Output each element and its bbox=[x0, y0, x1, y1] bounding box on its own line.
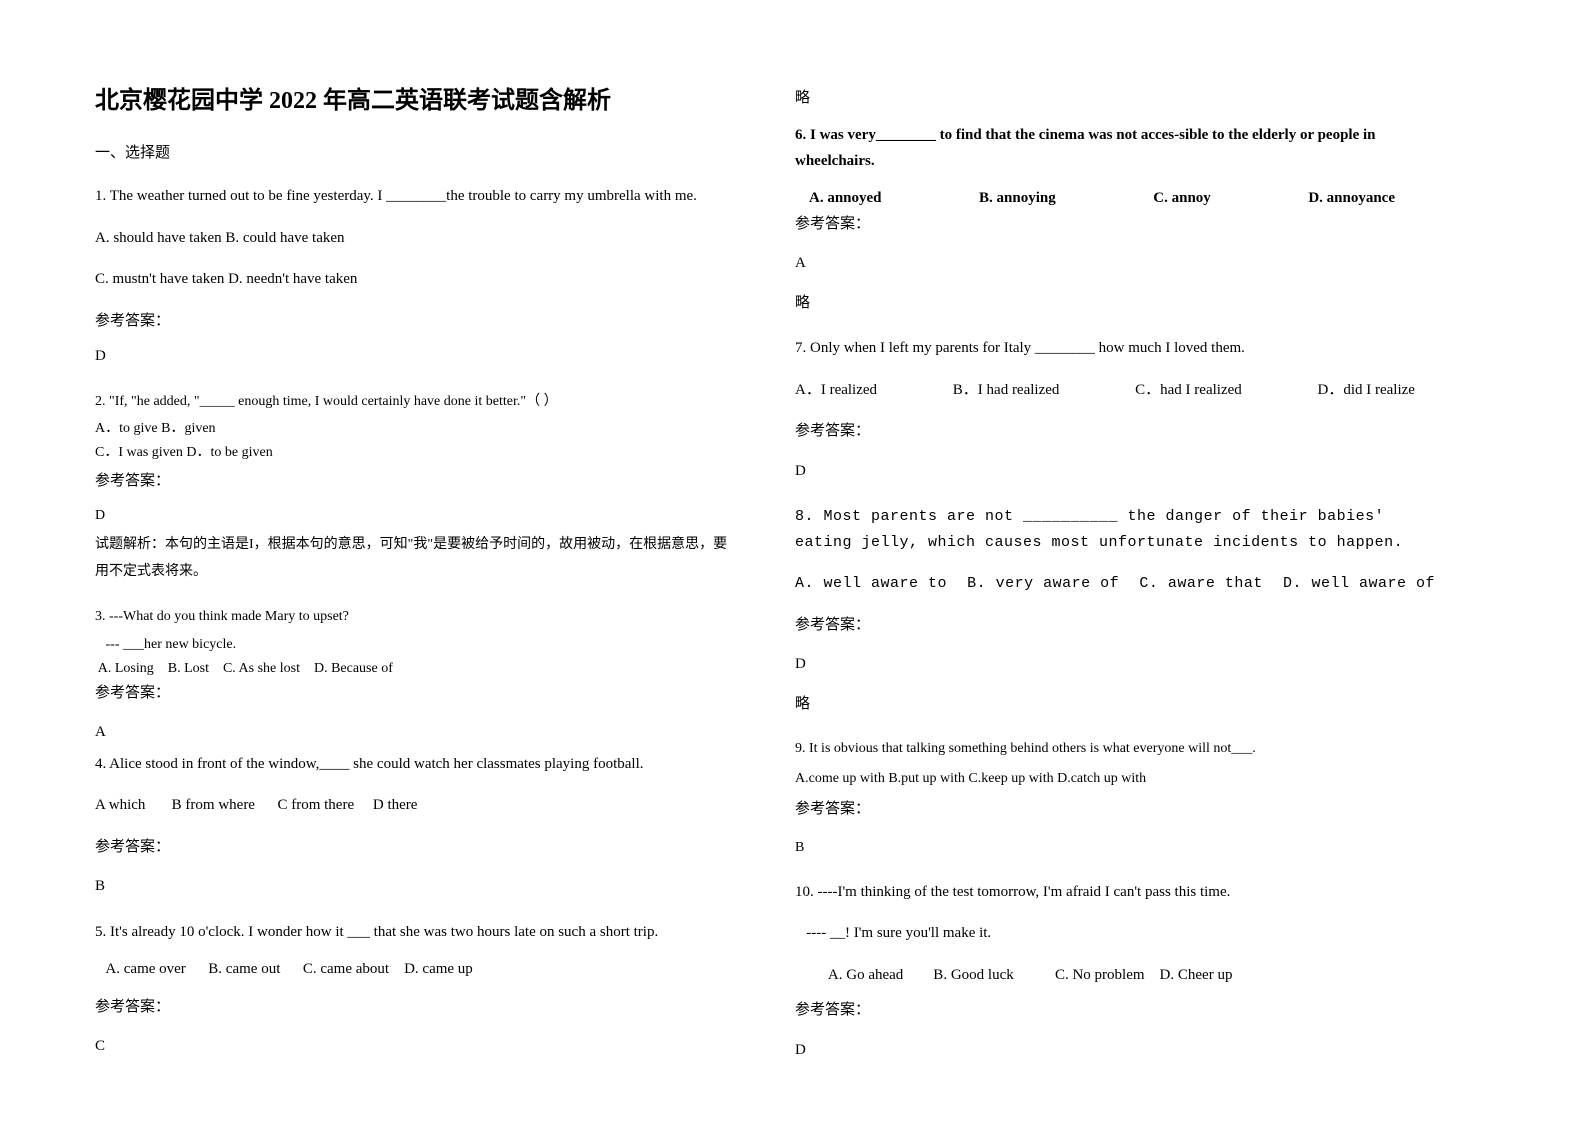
lue-text: 略 bbox=[795, 86, 1435, 107]
answer-label: 参考答案： bbox=[795, 212, 1435, 238]
question-7: 7. Only when I left my parents for Italy… bbox=[795, 336, 1435, 484]
answer-label: 参考答案： bbox=[95, 835, 735, 861]
question-options-line1: A. should have taken B. could have taken bbox=[95, 226, 735, 252]
answer-value: B bbox=[95, 874, 735, 900]
answer-value: D bbox=[795, 652, 1435, 678]
answer-value: D bbox=[795, 1038, 1435, 1064]
question-1: 1. The weather turned out to be fine yes… bbox=[95, 184, 735, 370]
question-options: A. Go ahead B. Good luck C. No problem D… bbox=[795, 963, 1435, 989]
lue-text: 略 bbox=[795, 291, 1435, 317]
answer-label: 参考答案： bbox=[795, 613, 1435, 639]
option-b: B. annoying bbox=[979, 186, 1056, 212]
section-heading: 一、选择题 bbox=[95, 141, 735, 162]
answer-label: 参考答案： bbox=[95, 995, 735, 1021]
left-column: 北京樱花园中学 2022 年高二英语联考试题含解析 一、选择题 1. The w… bbox=[95, 80, 735, 1083]
question-10: 10. ----I'm thinking of the test tomorro… bbox=[795, 880, 1435, 1064]
option-c: C．had I realized bbox=[1135, 378, 1242, 404]
question-text: 2. "If, "he added, "_____ enough time, I… bbox=[95, 390, 735, 414]
answer-value: A bbox=[795, 251, 1435, 277]
question-options: A. Losing B. Lost C. As she lost D. Beca… bbox=[95, 657, 735, 681]
page-title: 北京樱花园中学 2022 年高二英语联考试题含解析 bbox=[95, 80, 735, 115]
answer-label: 参考答案： bbox=[795, 998, 1435, 1024]
question-5: 5. It's already 10 o'clock. I wonder how… bbox=[95, 920, 735, 1060]
question-6: 6. I was very________ to find that the c… bbox=[795, 123, 1435, 316]
question-4: 4. Alice stood in front of the window,__… bbox=[95, 752, 735, 900]
question-options: A. well aware to B. very aware of C. awa… bbox=[795, 571, 1435, 597]
answer-value: A bbox=[95, 720, 735, 746]
answer-label: 参考答案： bbox=[95, 309, 735, 335]
question-2: 2. "If, "he added, "_____ enough time, I… bbox=[95, 390, 735, 586]
question-options: A．I realized B．I had realized C．had I re… bbox=[795, 378, 1435, 404]
question-options: A. annoyed B. annoying C. annoy D. annoy… bbox=[795, 186, 1435, 212]
option-a: A．I realized bbox=[795, 378, 877, 404]
answer-label: 参考答案： bbox=[795, 797, 1435, 823]
answer-label: 参考答案： bbox=[95, 469, 735, 495]
answer-value: C bbox=[95, 1034, 735, 1060]
question-9: 9. It is obvious that talking something … bbox=[795, 737, 1435, 860]
option-b: B. very aware of bbox=[967, 571, 1119, 597]
question-text: 6. I was very________ to find that the c… bbox=[795, 123, 1435, 174]
question-text: 5. It's already 10 o'clock. I wonder how… bbox=[95, 920, 735, 946]
question-text-line2: ---- __! I'm sure you'll make it. bbox=[795, 921, 1435, 947]
answer-value: B bbox=[795, 836, 1435, 860]
option-b: B．I had realized bbox=[953, 378, 1060, 404]
answer-label: 参考答案： bbox=[95, 681, 735, 707]
right-column: 略 6. I was very________ to find that the… bbox=[795, 80, 1435, 1083]
option-c: C. aware that bbox=[1139, 571, 1263, 597]
answer-label: 参考答案： bbox=[795, 419, 1435, 445]
lue-text: 略 bbox=[795, 692, 1435, 718]
question-text: 10. ----I'm thinking of the test tomorro… bbox=[795, 880, 1435, 906]
question-options: A.come up with B.put up with C.keep up w… bbox=[795, 767, 1435, 791]
question-text: 9. It is obvious that talking something … bbox=[795, 737, 1435, 761]
question-3: 3. ---What do you think made Mary to ups… bbox=[95, 605, 735, 745]
question-options-line1: A．to give B．given bbox=[95, 417, 735, 441]
question-8: 8. Most parents are not __________ the d… bbox=[795, 504, 1435, 717]
question-options-line2: C．I was given D．to be given bbox=[95, 441, 735, 465]
option-c: C. annoy bbox=[1153, 186, 1211, 212]
answer-explanation: 试题解析：本句的主语是I，根据本句的意思，可知"我"是要被给予时间的，故用被动，… bbox=[95, 532, 735, 585]
question-options: A which B from where C from there D ther… bbox=[95, 793, 735, 819]
option-d: D. annoyance bbox=[1308, 186, 1435, 212]
question-options-line2: C. mustn't have taken D. needn't have ta… bbox=[95, 267, 735, 293]
option-a: A. annoyed bbox=[809, 186, 882, 212]
question-text: 8. Most parents are not __________ the d… bbox=[795, 504, 1435, 555]
option-a: A. well aware to bbox=[795, 571, 947, 597]
question-text: 7. Only when I left my parents for Italy… bbox=[795, 336, 1435, 362]
question-text-line2: --- ___her new bicycle. bbox=[95, 633, 735, 657]
question-text: 3. ---What do you think made Mary to ups… bbox=[95, 605, 735, 629]
question-text: 4. Alice stood in front of the window,__… bbox=[95, 752, 735, 778]
question-text: 1. The weather turned out to be fine yes… bbox=[95, 184, 735, 210]
answer-value: D bbox=[95, 504, 735, 528]
question-options: A. came over B. came out C. came about D… bbox=[95, 957, 735, 983]
answer-value: D bbox=[95, 344, 735, 370]
option-d: D．did I realize bbox=[1318, 378, 1435, 404]
answer-value: D bbox=[795, 459, 1435, 485]
page-container: 北京樱花园中学 2022 年高二英语联考试题含解析 一、选择题 1. The w… bbox=[95, 80, 1492, 1083]
option-d: D. well aware of bbox=[1283, 571, 1435, 597]
